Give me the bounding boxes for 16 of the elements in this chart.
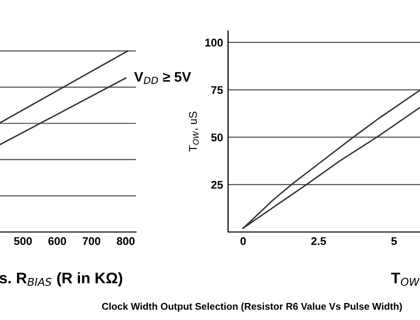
y-tick-label: 50	[211, 133, 223, 142]
y-tick-label: 100	[205, 38, 223, 47]
x-tick-label: 500	[14, 237, 32, 246]
x-axis-title: s. R$_{BIAS}$ (R in KΩ)	[0, 272, 122, 286]
annotation: V$_{DD}$ ≥ 5V	[134, 72, 192, 84]
y-axis-title: T$_{OW}$, uS	[189, 112, 199, 152]
x-tick-label: 0	[240, 237, 246, 246]
x-tick-label: 700	[82, 237, 100, 246]
x-tick-label: 800	[116, 237, 135, 246]
x-tick-label: 5	[391, 237, 397, 246]
text: Clock Width Output Selection (Resistor R6 Value Vs Pulse Width)	[102, 302, 402, 312]
x-tick-label: 2.5	[311, 237, 326, 246]
x-axis-title: T$_{OW}$	[391, 272, 420, 286]
y-tick-label: 25	[211, 180, 223, 189]
x-tick-label: 600	[48, 237, 66, 246]
y-tick-label: 75	[211, 86, 223, 94]
